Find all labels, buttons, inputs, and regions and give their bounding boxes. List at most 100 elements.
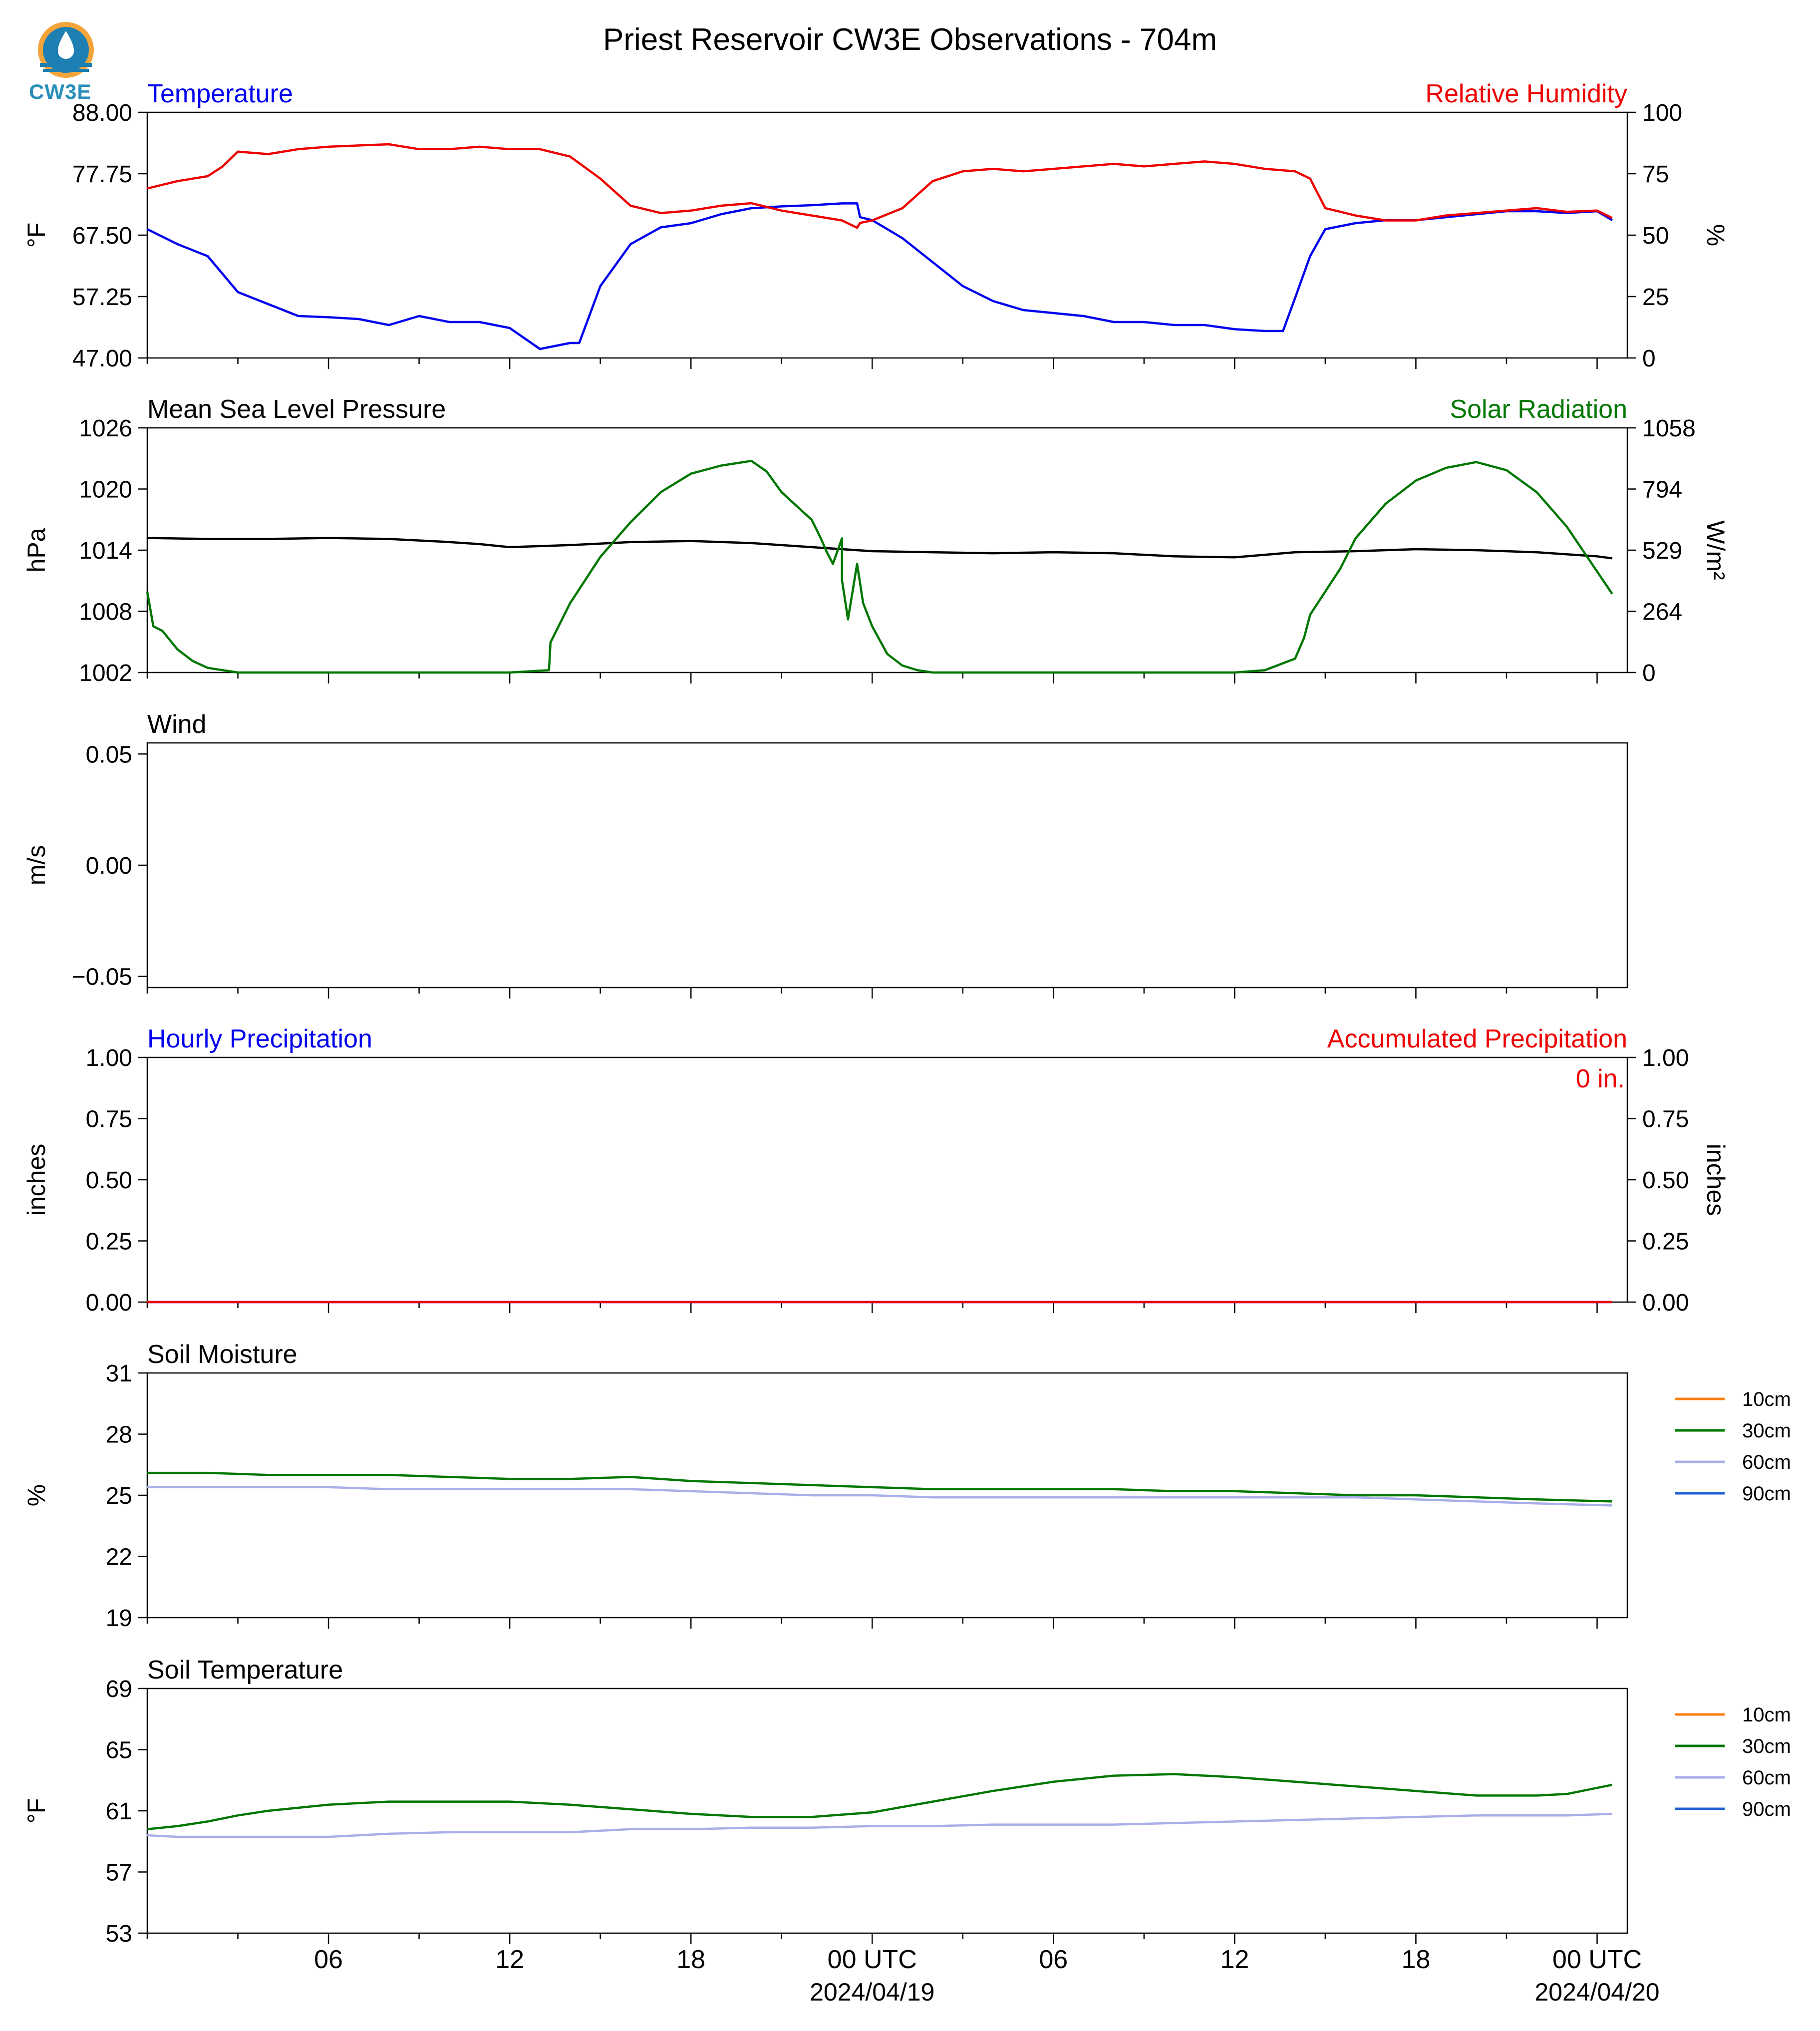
legend-label: 30cm bbox=[1742, 1420, 1791, 1442]
x-tick-label: 18 bbox=[1402, 1945, 1431, 1974]
y-tick-label-right: 529 bbox=[1642, 538, 1682, 564]
y-tick-label: 31 bbox=[106, 1360, 132, 1387]
x-date-label: 2024/04/19 bbox=[810, 1978, 934, 2006]
y-tick-label-right: 1058 bbox=[1642, 415, 1696, 442]
panel-title-right: Accumulated Precipitation bbox=[1327, 1024, 1627, 1053]
series-line-temperature bbox=[147, 202, 1613, 350]
panel-title-right: Relative Humidity bbox=[1425, 79, 1627, 108]
y-tick-label: 0.00 bbox=[86, 1290, 132, 1316]
chart-title: Priest Reservoir CW3E Observations - 704… bbox=[603, 22, 1217, 57]
legend-label: 60cm bbox=[1742, 1451, 1791, 1473]
y-tick-label: 0.05 bbox=[86, 741, 132, 768]
y-tick-label-right: 0.00 bbox=[1642, 1290, 1689, 1316]
y-tick-label-right: 0 bbox=[1642, 345, 1656, 372]
panel-title-left: Wind bbox=[147, 710, 206, 739]
panel-title-left: Mean Sea Level Pressure bbox=[147, 395, 446, 424]
x-tick-label: 00 UTC bbox=[828, 1945, 917, 1974]
legend-label: 10cm bbox=[1742, 1704, 1791, 1726]
panel-title-left: Hourly Precipitation bbox=[147, 1024, 372, 1053]
y-tick-label-right: 0.25 bbox=[1642, 1229, 1689, 1255]
panel-soil-temp bbox=[138, 1688, 1725, 1944]
y-tick-label: 19 bbox=[106, 1605, 132, 1632]
series-line-30cm bbox=[147, 1773, 1613, 1831]
series-line-solar-radiation bbox=[146, 459, 1613, 674]
y-tick-label-right: 75 bbox=[1642, 161, 1669, 188]
y-tick-label-right: 794 bbox=[1642, 477, 1682, 503]
y-tick-label: 1026 bbox=[79, 415, 132, 442]
x-tick-label: 18 bbox=[676, 1945, 705, 1974]
y-tick-label: 67.50 bbox=[72, 223, 132, 249]
panel-title-left: Temperature bbox=[147, 79, 293, 108]
y-tick-label: −0.05 bbox=[72, 964, 132, 991]
panel-title-left: Soil Temperature bbox=[147, 1656, 343, 1685]
series-line-60cm bbox=[147, 1812, 1612, 1838]
y-tick-label: 0.75 bbox=[86, 1106, 132, 1133]
panel-wind bbox=[138, 742, 1628, 999]
y-tick-label-right: 1.00 bbox=[1642, 1045, 1689, 1071]
x-tick-label: 06 bbox=[314, 1945, 343, 1974]
y-tick-label: 61 bbox=[106, 1798, 132, 1825]
panel-title-left: Soil Moisture bbox=[147, 1340, 298, 1369]
y-tick-label: 1014 bbox=[79, 538, 132, 564]
y-tick-label: 47.00 bbox=[72, 345, 132, 372]
x-tick-label: 12 bbox=[495, 1945, 524, 1974]
y-tick-label-right: 25 bbox=[1642, 284, 1669, 311]
y-tick-label: 22 bbox=[106, 1544, 132, 1571]
y-axis-label: hPa bbox=[22, 528, 50, 572]
series-line-60cm bbox=[147, 1486, 1612, 1507]
y-tick-label: 88.00 bbox=[72, 100, 132, 126]
y-tick-label-right: 0.50 bbox=[1642, 1167, 1689, 1194]
panel-precip bbox=[138, 1056, 1636, 1313]
y-tick-label: 57.25 bbox=[72, 284, 132, 311]
legend-label: 90cm bbox=[1742, 1483, 1791, 1505]
x-tick-label: 12 bbox=[1220, 1945, 1249, 1974]
y-tick-label: 1.00 bbox=[86, 1045, 132, 1071]
legend-label: 10cm bbox=[1742, 1388, 1791, 1410]
panel-frame bbox=[146, 1056, 1628, 1303]
y-axis-label: °F bbox=[22, 1798, 50, 1824]
series-line-30cm bbox=[147, 1471, 1612, 1503]
y-tick-label-right: 264 bbox=[1642, 599, 1682, 626]
logo-text: CW3E bbox=[29, 80, 92, 103]
x-tick-label: 06 bbox=[1039, 1945, 1068, 1974]
y-axis-label: inches bbox=[22, 1144, 50, 1216]
y-tick-label-right: 0.75 bbox=[1642, 1106, 1689, 1133]
y-axis-label: m/s bbox=[22, 845, 50, 886]
y-tick-label-right: 0 bbox=[1642, 660, 1656, 686]
y-tick-label: 0.25 bbox=[86, 1229, 132, 1255]
y-tick-label: 1020 bbox=[79, 477, 132, 503]
y-axis-label-right: W/m² bbox=[1702, 520, 1730, 580]
y-tick-label: 1002 bbox=[79, 660, 132, 686]
y-axis-label-right: inches bbox=[1702, 1144, 1730, 1216]
y-tick-label-right: 100 bbox=[1642, 100, 1682, 126]
legend-label: 60cm bbox=[1742, 1767, 1791, 1789]
panel-frame bbox=[146, 742, 1628, 989]
y-tick-label: 28 bbox=[106, 1422, 132, 1448]
series-line-relative-humidity bbox=[147, 143, 1613, 229]
y-tick-label-right: 50 bbox=[1642, 223, 1669, 249]
y-tick-label: 0.00 bbox=[86, 853, 132, 879]
panel-soil-moisture bbox=[138, 1372, 1725, 1629]
panel-pressure-solar bbox=[138, 427, 1636, 683]
legend-label: 90cm bbox=[1742, 1798, 1791, 1820]
legend-label: 30cm bbox=[1742, 1735, 1791, 1757]
y-tick-label: 77.75 bbox=[72, 161, 132, 188]
y-tick-label: 25 bbox=[106, 1483, 132, 1509]
panel-temp-rh bbox=[138, 111, 1636, 369]
accumulated-total-label: 0 in. bbox=[1576, 1064, 1625, 1093]
x-date-label: 2024/04/20 bbox=[1534, 1978, 1659, 2006]
x-tick-label: 00 UTC bbox=[1552, 1945, 1642, 1974]
y-tick-label: 69 bbox=[106, 1676, 132, 1702]
y-tick-label: 65 bbox=[106, 1737, 132, 1764]
panel-title-right: Solar Radiation bbox=[1450, 395, 1627, 424]
cw3e-logo-icon bbox=[25, 15, 125, 105]
y-tick-label: 53 bbox=[106, 1921, 132, 1947]
y-tick-label: 1008 bbox=[79, 599, 132, 626]
y-axis-label: °F bbox=[22, 223, 50, 248]
y-tick-label: 57 bbox=[106, 1860, 132, 1886]
y-tick-label: 0.50 bbox=[86, 1167, 132, 1194]
y-axis-label: % bbox=[22, 1484, 50, 1506]
series-line-mean-sea-level-pressure bbox=[147, 537, 1612, 560]
